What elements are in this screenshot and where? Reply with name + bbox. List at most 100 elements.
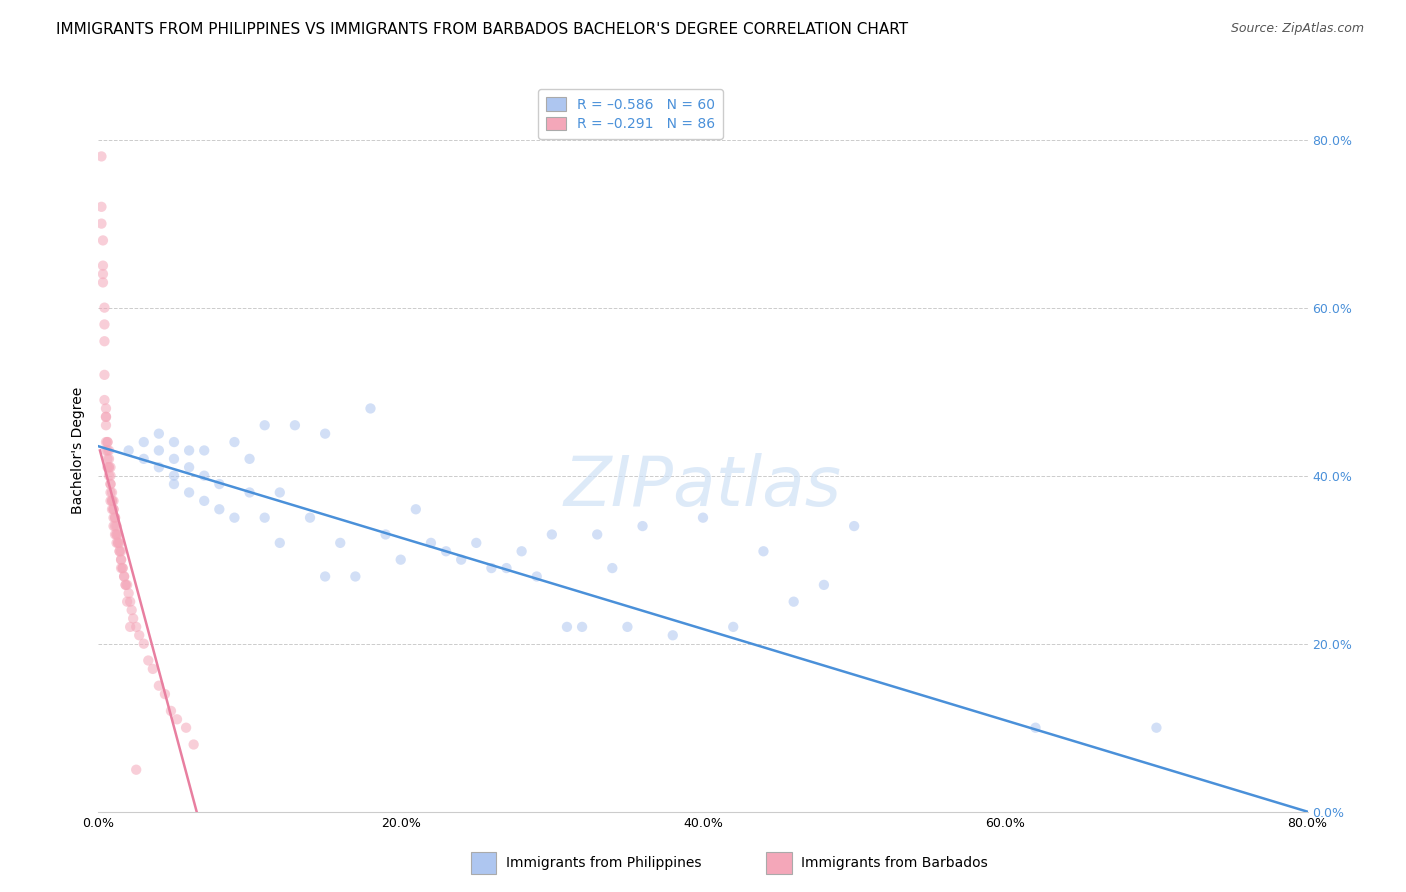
Point (100, 468, 122, 483)
Point (526, 569, 548, 583)
Point (110, 552, 132, 566)
Point (616, 620, 638, 634)
Point (110, 544, 132, 558)
Point (103, 494, 125, 508)
Point (108, 536, 131, 550)
Text: ZIPatlas: ZIPatlas (564, 453, 842, 520)
Point (105, 519, 128, 533)
Point (103, 510, 125, 524)
Point (91, 234, 114, 248)
Point (1144, 721, 1167, 735)
Point (107, 536, 129, 550)
Point (224, 510, 246, 524)
Point (314, 569, 336, 583)
Point (314, 426, 336, 441)
Point (239, 485, 262, 500)
Point (90, 217, 112, 231)
Point (495, 561, 517, 575)
Point (723, 620, 745, 634)
Point (121, 603, 143, 617)
Point (163, 451, 186, 466)
Point (193, 468, 215, 483)
Point (120, 620, 142, 634)
Point (360, 401, 382, 416)
Point (148, 426, 170, 441)
Point (100, 477, 122, 491)
Point (193, 494, 215, 508)
Point (586, 527, 609, 541)
Point (112, 569, 135, 583)
Point (96, 451, 118, 466)
Point (93, 368, 115, 382)
Text: Immigrants from Philippines: Immigrants from Philippines (506, 856, 702, 871)
Point (108, 544, 131, 558)
Point (93, 301, 115, 315)
Point (94, 409, 117, 424)
Point (148, 460, 170, 475)
Point (148, 443, 170, 458)
Point (631, 519, 654, 533)
Point (108, 544, 131, 558)
Point (299, 510, 322, 524)
Point (91, 276, 114, 290)
Point (107, 536, 129, 550)
Point (132, 451, 155, 466)
Point (125, 620, 148, 634)
Point (132, 637, 155, 651)
Point (179, 485, 201, 500)
Point (105, 527, 128, 541)
Point (101, 494, 124, 508)
Point (253, 418, 276, 433)
Point (103, 519, 125, 533)
Point (98, 468, 121, 483)
Point (571, 620, 593, 634)
Point (813, 578, 835, 592)
Point (136, 653, 159, 667)
Point (118, 443, 141, 458)
Point (110, 561, 132, 575)
Point (120, 595, 142, 609)
Point (98, 451, 121, 466)
Point (90, 149, 112, 163)
Point (100, 485, 122, 500)
Point (91, 259, 114, 273)
Point (98, 460, 121, 475)
Point (101, 502, 124, 516)
Point (104, 510, 127, 524)
Point (94, 418, 117, 433)
Point (105, 536, 128, 550)
Text: Immigrants from Barbados: Immigrants from Barbados (801, 856, 988, 871)
Point (110, 552, 132, 566)
Point (111, 561, 134, 575)
Point (224, 435, 246, 450)
Point (555, 620, 578, 634)
Point (98, 460, 121, 475)
Point (166, 712, 188, 726)
Point (94, 409, 117, 424)
Point (253, 510, 276, 524)
Point (661, 628, 683, 642)
Point (510, 544, 533, 558)
Point (114, 578, 136, 592)
Point (103, 502, 125, 516)
Point (93, 334, 115, 349)
Point (100, 460, 122, 475)
Point (94, 435, 117, 450)
Point (208, 477, 231, 491)
Point (104, 527, 127, 541)
Point (269, 485, 291, 500)
Point (179, 460, 201, 475)
Point (112, 569, 135, 583)
Point (96, 435, 118, 450)
Point (174, 721, 197, 735)
Point (163, 468, 186, 483)
Y-axis label: Bachelor's Degree: Bachelor's Degree (72, 387, 86, 514)
Point (374, 527, 396, 541)
Point (101, 494, 124, 508)
Point (96, 435, 118, 450)
Point (94, 443, 117, 458)
Point (269, 536, 291, 550)
Point (103, 502, 125, 516)
Point (329, 536, 352, 550)
Text: Source: ZipAtlas.com: Source: ZipAtlas.com (1230, 22, 1364, 36)
